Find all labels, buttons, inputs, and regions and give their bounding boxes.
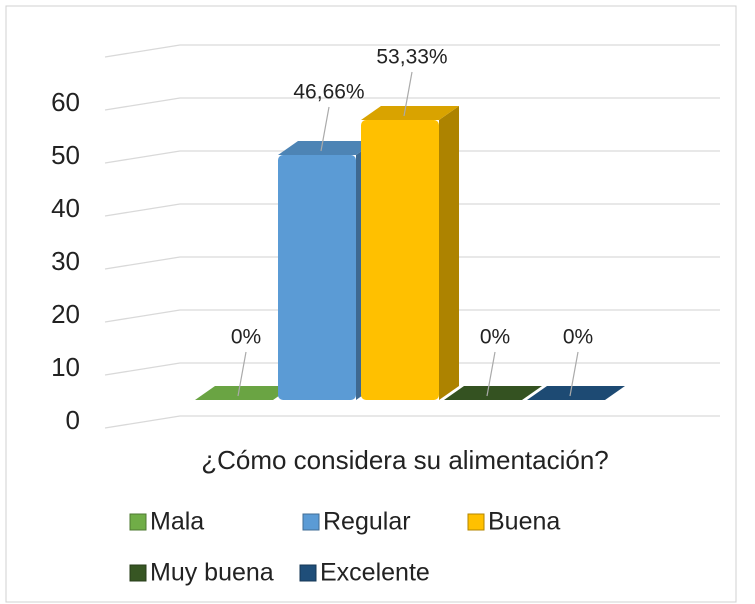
data-label: 53,33%: [376, 46, 447, 69]
y-tick-label: 50: [51, 140, 80, 170]
x-axis-title: ¿Cómo considera su alimentación?: [201, 445, 609, 475]
legend-swatch: [302, 513, 320, 531]
grid-line: [104, 203, 720, 217]
y-tick-label: 20: [51, 299, 80, 329]
bar-top: [527, 386, 625, 400]
data-label: 0%: [231, 326, 261, 349]
grid-line: [104, 362, 720, 376]
bar-top: [278, 141, 376, 156]
legend-label: Excelente: [320, 559, 430, 587]
bar-top: [444, 386, 542, 400]
data-label: 0%: [563, 326, 593, 349]
legend-swatch: [129, 564, 147, 582]
y-tick-label: 30: [51, 246, 80, 276]
legend-label: Regular: [323, 508, 411, 536]
bar-top: [195, 386, 293, 400]
legend-swatch: [467, 513, 485, 531]
grid-line: [104, 150, 720, 164]
leader-line: [569, 351, 579, 397]
bar-side: [439, 106, 459, 400]
grid-line: [104, 256, 720, 270]
bar-front: [361, 120, 439, 400]
leader-line: [403, 71, 413, 117]
bar-front: [278, 155, 356, 400]
leader-line: [486, 351, 496, 397]
y-tick-label: 10: [51, 352, 80, 382]
data-label: 0%: [480, 326, 510, 349]
grid-line: [104, 309, 720, 323]
y-tick-label: 60: [51, 87, 80, 117]
leader-line: [237, 351, 247, 397]
y-tick-label: 40: [51, 193, 80, 223]
legend-swatch: [299, 564, 317, 582]
legend-label: Mala: [150, 508, 204, 536]
legend-label: Muy buena: [150, 559, 274, 587]
bar-top: [361, 106, 459, 121]
y-tick-label: 0: [66, 405, 80, 435]
grid-line: [104, 415, 720, 429]
data-label: 46,66%: [293, 81, 364, 104]
legend-swatch: [129, 513, 147, 531]
grid-line: [104, 44, 720, 58]
legend-label: Buena: [488, 508, 560, 536]
grid-line: [104, 97, 720, 111]
leader-line: [320, 106, 330, 152]
